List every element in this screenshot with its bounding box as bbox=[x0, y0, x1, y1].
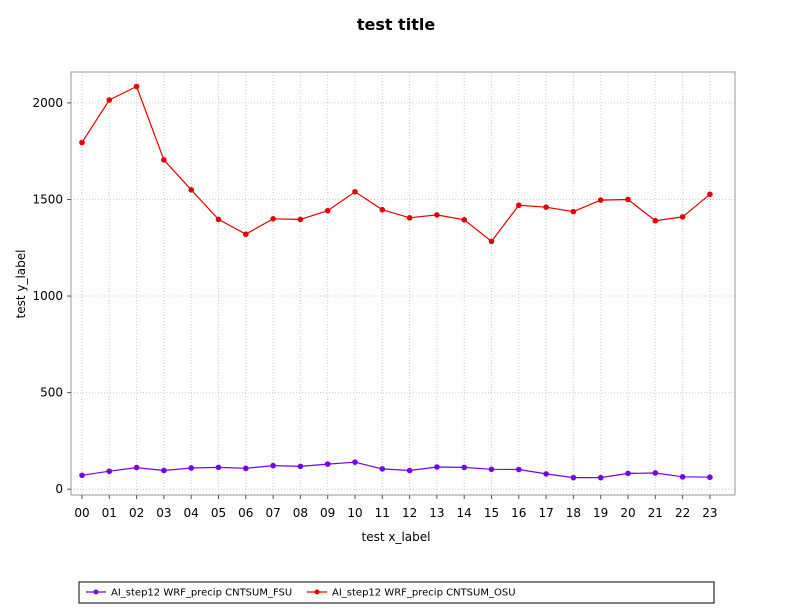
data-point bbox=[434, 464, 440, 470]
x-tick-label: 04 bbox=[184, 506, 199, 520]
data-point bbox=[707, 191, 713, 198]
legend-swatch-marker bbox=[314, 589, 320, 595]
data-point bbox=[652, 470, 659, 476]
data-point bbox=[461, 464, 468, 471]
data-point bbox=[652, 217, 659, 224]
x-tick-label: 10 bbox=[347, 506, 362, 520]
data-point bbox=[161, 467, 167, 474]
x-tick-label: 03 bbox=[156, 506, 171, 520]
data-point bbox=[324, 461, 331, 467]
x-tick-label: 09 bbox=[320, 506, 335, 520]
data-point bbox=[707, 474, 713, 481]
x-tick-label: 23 bbox=[702, 506, 717, 520]
x-tick-label: 16 bbox=[511, 506, 526, 520]
data-point bbox=[570, 474, 577, 481]
data-point bbox=[324, 207, 331, 214]
y-tick-label: 1000 bbox=[32, 289, 63, 303]
x-tick-label: 14 bbox=[457, 506, 472, 520]
data-point bbox=[79, 472, 85, 479]
series-line-0 bbox=[81, 461, 710, 479]
data-point bbox=[297, 463, 304, 470]
data-point bbox=[215, 464, 222, 471]
data-point bbox=[188, 465, 194, 471]
data-point bbox=[570, 208, 577, 215]
x-tick-label: 20 bbox=[620, 506, 635, 520]
data-point bbox=[106, 468, 113, 475]
y-tick-label: 1500 bbox=[32, 192, 63, 206]
data-point bbox=[625, 470, 631, 477]
y-tick-label: 500 bbox=[40, 386, 63, 400]
data-point bbox=[243, 465, 249, 472]
data-point bbox=[215, 216, 222, 223]
x-tick-label: 02 bbox=[129, 506, 144, 520]
data-point bbox=[488, 466, 495, 473]
data-point bbox=[106, 97, 113, 103]
x-tick-label: 07 bbox=[265, 506, 280, 520]
data-point bbox=[679, 474, 686, 480]
data-point bbox=[270, 462, 276, 469]
data-point bbox=[597, 474, 604, 481]
series-line-1 bbox=[81, 85, 711, 243]
data-point bbox=[243, 231, 249, 238]
data-point bbox=[543, 204, 549, 211]
x-tick-label: 01 bbox=[102, 506, 117, 520]
data-point bbox=[488, 238, 495, 245]
data-point bbox=[379, 466, 386, 472]
plot-frame bbox=[70, 71, 736, 496]
data-point bbox=[406, 467, 413, 474]
x-tick-label: 00 bbox=[74, 506, 89, 520]
data-point bbox=[297, 216, 304, 223]
data-point bbox=[461, 216, 468, 223]
x-tick-label: 11 bbox=[375, 506, 390, 520]
x-tick-label: 08 bbox=[293, 506, 308, 520]
chart-title: test title bbox=[357, 15, 436, 34]
legend-label: AI_step12 WRF_precip CNTSUM_OSU bbox=[332, 588, 516, 599]
x-tick-label: 19 bbox=[593, 506, 608, 520]
legend bbox=[78, 581, 715, 604]
data-point bbox=[597, 197, 604, 203]
data-point bbox=[352, 459, 358, 465]
x-tick-label: 06 bbox=[238, 506, 253, 520]
legend-entries: AI_step12 WRF_precip CNTSUM_FSU AI_step12… bbox=[86, 588, 516, 599]
x-tick-label: 22 bbox=[675, 506, 690, 520]
x-axis-label: test x_label bbox=[362, 530, 431, 544]
data-point bbox=[161, 157, 167, 163]
data-point bbox=[188, 187, 194, 193]
data-point bbox=[516, 202, 522, 209]
data-point bbox=[543, 471, 549, 477]
data-point bbox=[352, 188, 358, 195]
data-point bbox=[379, 206, 386, 213]
data-point bbox=[133, 464, 140, 471]
x-tick-label: 15 bbox=[484, 506, 499, 520]
data-point bbox=[516, 466, 522, 473]
data-point bbox=[270, 215, 276, 222]
x-tick-label: 17 bbox=[538, 506, 553, 520]
x-tick-label: 21 bbox=[648, 506, 663, 520]
data-point bbox=[625, 196, 631, 203]
data-point bbox=[406, 215, 413, 221]
x-tick-label: 18 bbox=[566, 506, 581, 520]
y-tick-label: 0 bbox=[55, 482, 63, 496]
axes: 0 500 1000 1500 2000 00 01 02 03 04 05 06 07 08 09 10 11… bbox=[32, 96, 717, 520]
x-tick-label: 05 bbox=[211, 506, 226, 520]
legend-label: AI_step12 WRF_precip CNTSUM_FSU bbox=[111, 588, 292, 599]
x-tick-label: 13 bbox=[429, 506, 444, 520]
y-tick-label: 2000 bbox=[32, 96, 63, 110]
x-tick-label: 12 bbox=[402, 506, 417, 520]
data-point bbox=[434, 212, 440, 218]
series bbox=[79, 83, 713, 481]
data-point bbox=[133, 83, 140, 90]
y-axis-label: test y_label bbox=[14, 250, 28, 319]
data-point bbox=[679, 214, 686, 220]
legend-swatch-marker bbox=[93, 589, 99, 595]
data-point bbox=[79, 139, 85, 146]
